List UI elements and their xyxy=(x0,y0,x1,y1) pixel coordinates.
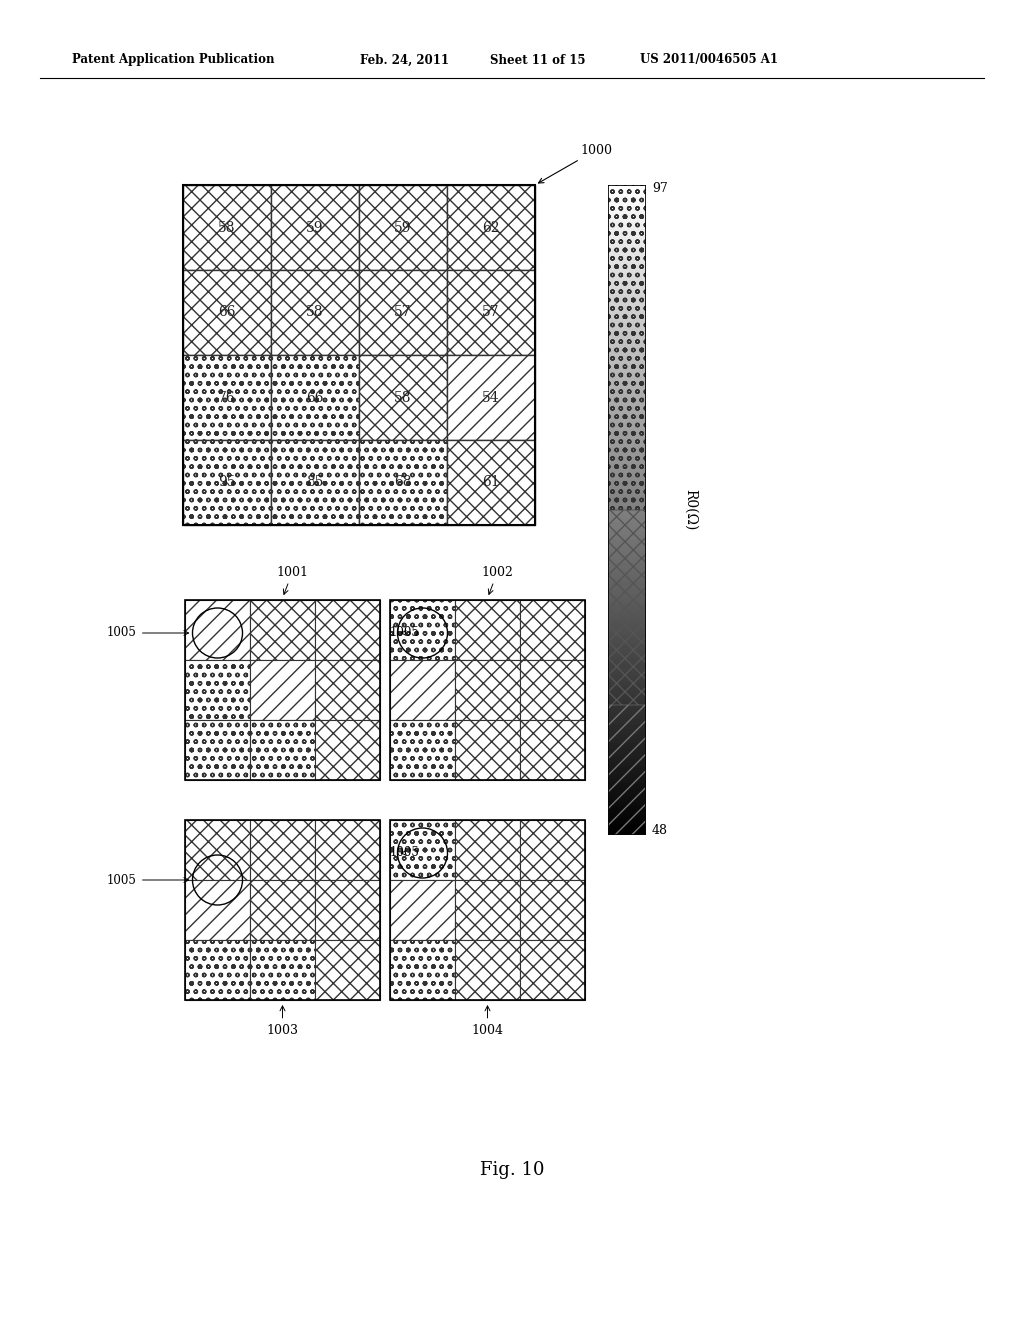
Bar xyxy=(455,660,520,719)
Bar xyxy=(447,355,535,440)
Bar xyxy=(185,601,380,780)
Bar xyxy=(185,719,250,780)
Bar xyxy=(520,940,585,1001)
Bar xyxy=(608,510,646,705)
Text: 76: 76 xyxy=(218,391,236,404)
Bar xyxy=(185,940,250,1001)
Text: 59: 59 xyxy=(394,220,412,235)
Text: 59: 59 xyxy=(306,220,324,235)
Bar xyxy=(250,940,315,1001)
Text: 57: 57 xyxy=(482,305,500,319)
Bar xyxy=(185,820,380,1001)
Text: 1005: 1005 xyxy=(108,874,188,887)
Bar xyxy=(447,185,535,271)
Text: Sheet 11 of 15: Sheet 11 of 15 xyxy=(490,54,586,66)
Bar xyxy=(315,660,380,719)
Bar xyxy=(315,719,380,780)
Bar xyxy=(271,355,359,440)
Bar xyxy=(447,271,535,355)
Text: 61: 61 xyxy=(482,475,500,490)
Text: 1001: 1001 xyxy=(276,565,308,594)
Bar xyxy=(455,940,520,1001)
Bar xyxy=(608,705,646,836)
Text: Feb. 24, 2011: Feb. 24, 2011 xyxy=(360,54,449,66)
Text: 95: 95 xyxy=(218,475,236,490)
Text: US 2011/0046505 A1: US 2011/0046505 A1 xyxy=(640,54,778,66)
Bar xyxy=(250,660,315,719)
Bar xyxy=(185,601,250,660)
Bar xyxy=(185,820,250,880)
Bar xyxy=(185,880,250,940)
Text: 68: 68 xyxy=(394,475,412,490)
Bar xyxy=(520,820,585,880)
Bar xyxy=(390,719,455,780)
Bar xyxy=(359,440,447,525)
Bar xyxy=(183,271,271,355)
Text: 54: 54 xyxy=(482,391,500,404)
Bar xyxy=(520,660,585,719)
Bar xyxy=(390,820,585,1001)
Text: 1005: 1005 xyxy=(390,846,420,859)
Bar xyxy=(608,185,646,510)
Bar xyxy=(390,880,455,940)
Text: 58: 58 xyxy=(306,305,324,319)
Text: R0(Ω): R0(Ω) xyxy=(684,490,698,531)
Bar xyxy=(520,601,585,660)
Bar xyxy=(271,271,359,355)
Text: Patent Application Publication: Patent Application Publication xyxy=(72,54,274,66)
Text: 66: 66 xyxy=(218,305,236,319)
Bar xyxy=(359,271,447,355)
Text: Fig. 10: Fig. 10 xyxy=(480,1162,544,1179)
Bar xyxy=(359,355,447,440)
Bar xyxy=(520,719,585,780)
Bar xyxy=(447,440,535,525)
Bar xyxy=(390,820,455,880)
Text: 85: 85 xyxy=(306,475,324,490)
Text: 1004: 1004 xyxy=(471,1006,504,1036)
Bar xyxy=(455,601,520,660)
Bar xyxy=(315,880,380,940)
Text: 1000: 1000 xyxy=(539,144,612,183)
Bar xyxy=(271,185,359,271)
Bar xyxy=(183,185,535,525)
Text: 58: 58 xyxy=(394,391,412,404)
Text: 1005: 1005 xyxy=(390,627,420,639)
Bar xyxy=(315,601,380,660)
Text: 1002: 1002 xyxy=(481,565,513,594)
Bar xyxy=(520,880,585,940)
Bar xyxy=(315,820,380,880)
Text: 62: 62 xyxy=(482,220,500,235)
Bar xyxy=(250,601,315,660)
Bar xyxy=(183,355,271,440)
Bar xyxy=(271,440,359,525)
Bar xyxy=(455,719,520,780)
Bar xyxy=(315,940,380,1001)
Text: 1005: 1005 xyxy=(108,627,188,639)
Bar xyxy=(250,719,315,780)
Text: 58: 58 xyxy=(218,220,236,235)
Bar xyxy=(250,820,315,880)
Bar xyxy=(390,601,585,780)
Bar xyxy=(455,880,520,940)
Bar xyxy=(359,185,447,271)
Text: 66: 66 xyxy=(306,391,324,404)
Bar xyxy=(183,440,271,525)
Bar xyxy=(390,660,455,719)
Text: 57: 57 xyxy=(394,305,412,319)
Bar xyxy=(185,660,250,719)
Bar xyxy=(390,940,455,1001)
Text: 97: 97 xyxy=(652,182,668,195)
Text: 1003: 1003 xyxy=(266,1006,299,1036)
Bar xyxy=(455,820,520,880)
Bar xyxy=(183,185,271,271)
Bar xyxy=(390,601,455,660)
Text: 48: 48 xyxy=(652,825,668,837)
Bar xyxy=(250,880,315,940)
